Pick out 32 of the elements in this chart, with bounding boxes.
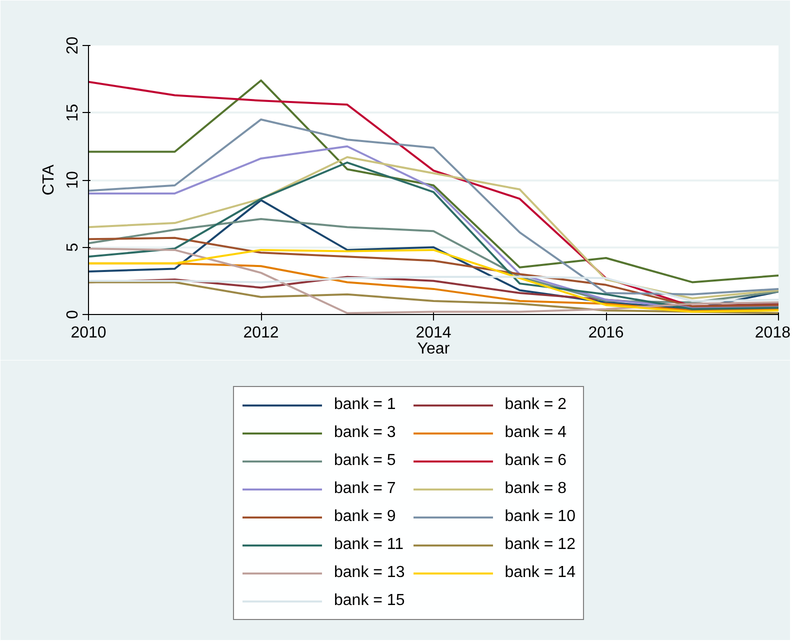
line-series bbox=[88, 218, 778, 304]
legend-label: bank = 5 bbox=[334, 451, 396, 471]
legend-label: bank = 3 bbox=[334, 423, 396, 443]
x-tick-label: 2016 bbox=[588, 324, 624, 342]
y-tick-label: 5 bbox=[64, 242, 82, 252]
x-tick-label: 2018 bbox=[754, 324, 791, 342]
y-tick-label: 10 bbox=[64, 171, 82, 189]
y-tick-label: 20 bbox=[64, 36, 82, 54]
line-series bbox=[88, 236, 778, 308]
x-axis-title: Year bbox=[417, 340, 450, 358]
legend-label: bank = 1 bbox=[334, 395, 396, 415]
legend-label: bank = 4 bbox=[504, 423, 567, 443]
legend-label: bank = 7 bbox=[334, 479, 396, 499]
legend-label: bank = 15 bbox=[334, 591, 405, 611]
y-tick-label: 0 bbox=[64, 310, 82, 319]
legend-label: bank = 6 bbox=[504, 451, 567, 471]
line-series bbox=[88, 199, 778, 310]
y-tick-label: 15 bbox=[64, 104, 82, 122]
legend-label: bank = 8 bbox=[504, 479, 567, 499]
legend-label: bank = 2 bbox=[504, 395, 567, 415]
legend-label: bank = 10 bbox=[504, 507, 576, 527]
x-tick-label: 2010 bbox=[70, 324, 106, 342]
y-axis-title: CTA bbox=[40, 164, 58, 196]
legend-label: bank = 9 bbox=[334, 507, 396, 527]
legend-label: bank = 11 bbox=[334, 535, 404, 555]
x-tick-label: 2014 bbox=[416, 324, 452, 342]
legend-label: bank = 12 bbox=[504, 535, 576, 555]
x-tick-label: 2012 bbox=[243, 324, 279, 342]
legend-label: bank = 14 bbox=[504, 563, 576, 583]
line-series bbox=[88, 276, 778, 302]
legend-label: bank = 13 bbox=[334, 563, 405, 583]
line-series bbox=[88, 118, 778, 296]
